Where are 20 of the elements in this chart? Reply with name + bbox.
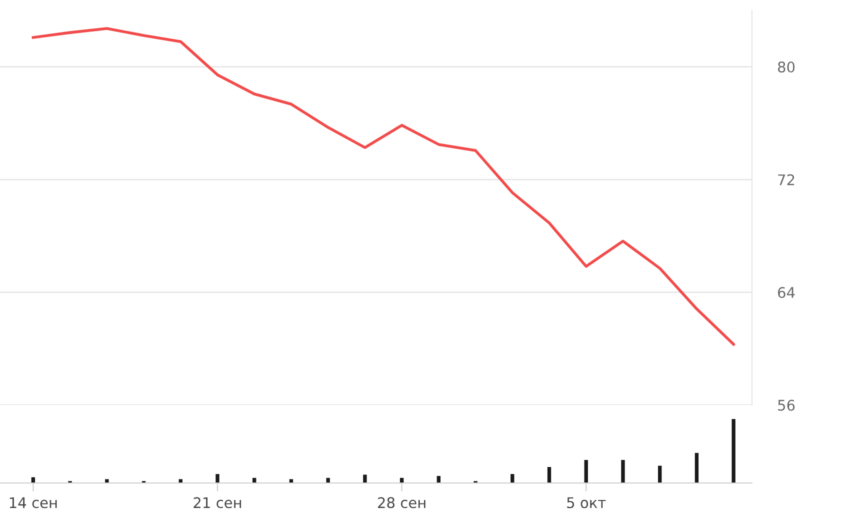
x-tick-label: 21 сен — [194, 497, 242, 508]
y-tick-label: 64 — [778, 286, 795, 298]
bar — [363, 474, 367, 483]
bar — [31, 477, 36, 483]
bar — [658, 466, 662, 483]
bar — [216, 474, 220, 483]
x-tick-label: 5 окт — [567, 497, 606, 508]
bar — [732, 419, 736, 483]
line-series — [32, 27, 735, 346]
x-tick-label: 28 сен — [378, 497, 426, 508]
bar — [510, 474, 514, 483]
x-tick-label: 14 сен — [10, 497, 57, 508]
bar — [326, 478, 330, 483]
bar — [694, 452, 699, 483]
bar — [584, 460, 588, 483]
y-tick-label: 56 — [778, 400, 795, 411]
y-tick-label: 80 — [778, 62, 795, 73]
y-tick-label: 72 — [778, 174, 794, 186]
bar — [547, 467, 552, 483]
bar — [621, 460, 625, 483]
